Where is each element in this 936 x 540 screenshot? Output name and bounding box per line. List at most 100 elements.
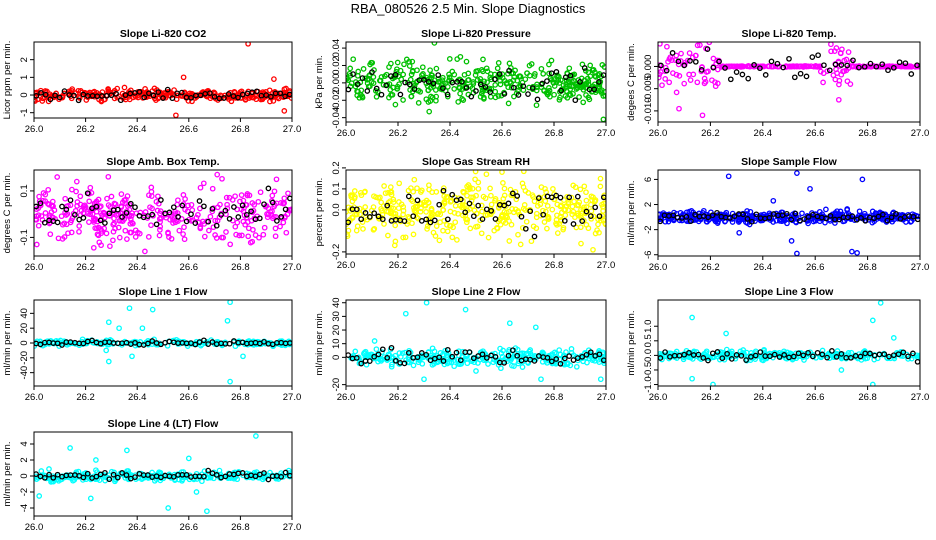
data-point [789,211,796,218]
data-point-outlier [697,42,703,48]
data-point [556,347,563,353]
data-point-reference [201,337,207,344]
data-point-reference [844,62,851,69]
x-tick-label: 26.4 [128,522,147,533]
data-point-reference [514,193,521,199]
x-tick-label: 26.4 [441,392,460,403]
data-point [734,63,741,70]
data-point [396,360,402,367]
data-point [455,99,462,105]
data-point [686,208,693,215]
data-point [726,214,733,220]
data-point [62,195,69,202]
data-point [47,231,54,238]
data-point [538,65,545,72]
data-point [394,66,400,73]
data-point-reference [41,219,48,226]
y-tick-label: 0 [19,473,30,478]
data-point-reference [80,340,87,347]
data-point [374,88,381,95]
data-point [601,360,606,367]
data-point-reference [477,81,484,88]
data-point [255,198,262,205]
data-point-reference [596,351,603,358]
data-point [110,221,117,228]
data-point-reference [492,76,498,83]
data-point-reference [282,469,289,476]
data-point-outlier [204,508,210,515]
plot-frame [345,169,607,255]
data-point [520,170,527,175]
data-point [531,198,538,205]
data-point-reference [145,340,151,347]
data-point-reference [462,209,469,216]
data-point-reference [80,215,87,221]
data-point [355,68,362,75]
data-point [466,184,473,191]
data-point-reference [375,351,382,358]
data-point [434,359,441,366]
y-tick-label: 2 [643,202,654,207]
data-point-reference [531,358,538,364]
data-point-reference [740,211,746,218]
data-point [550,186,556,192]
data-point [38,468,45,474]
data-point-reference [282,206,289,213]
data-point-reference [890,64,897,71]
data-point [382,190,389,197]
data-point [729,219,736,225]
data-point-reference [832,61,839,68]
data-point [427,67,433,74]
data-point [534,203,541,209]
data-point-reference [375,213,382,220]
data-point-reference [908,71,915,77]
data-point-reference [34,203,39,210]
data-point [354,92,361,99]
data-point-outlier [245,42,251,47]
data-point-reference [473,88,479,94]
data-point [118,191,125,197]
data-point-reference [127,200,134,207]
data-point-reference [886,353,892,360]
data-point-reference [253,88,260,95]
data-point [370,74,377,80]
data-point [433,97,439,104]
data-point-outlier [392,238,399,245]
data-point-reference [153,221,160,228]
data-point [434,211,441,218]
y-tick-label: -0.2 [331,244,342,260]
data-point [554,230,561,236]
data-point [473,68,480,75]
data-point [439,74,446,81]
data-point [586,355,593,362]
data-point [356,205,363,212]
x-tick-label: 26.4 [441,128,460,139]
x-tick-label: 27.0 [283,124,302,135]
data-point-reference [522,225,529,232]
data-points [658,300,920,386]
data-point [110,237,116,244]
data-point-reference [587,349,594,356]
data-point-reference [745,75,752,82]
data-point-reference [265,185,272,192]
data-point-reference [738,352,745,359]
data-point [51,207,58,214]
data-point-reference [256,215,263,222]
y-axis-label: ml/min per min. [626,311,637,376]
data-point [70,477,76,484]
data-point-outlier [124,447,130,454]
data-point-reference [440,187,447,194]
data-point-outlier [807,185,813,192]
data-point [510,77,517,84]
data-point-reference [714,349,721,355]
data-point-reference [401,218,408,224]
data-point-reference [562,74,569,81]
data-point [95,224,102,231]
data-point [521,202,528,208]
data-point-outlier [457,53,464,60]
x-tick-label: 26.8 [545,128,564,139]
data-point [346,75,350,82]
data-point-reference [466,349,473,355]
data-point-reference [358,360,365,367]
data-point [385,199,392,206]
